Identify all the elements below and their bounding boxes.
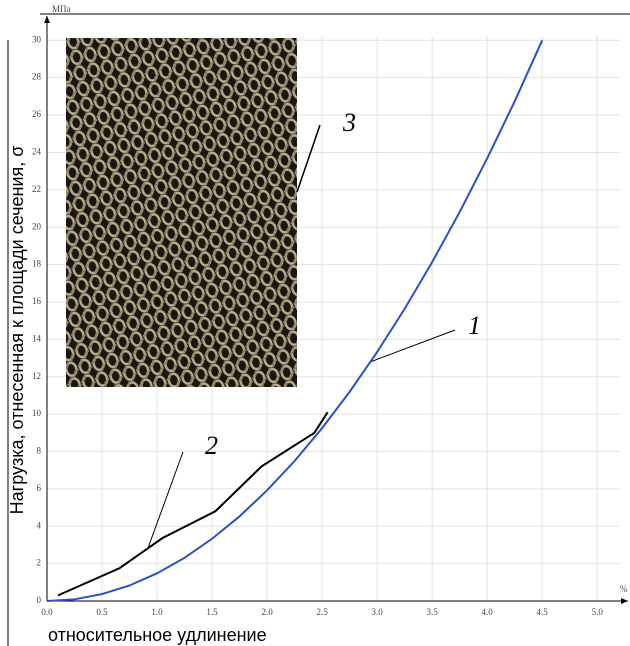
x-tick-label: 2.0 (261, 607, 273, 617)
annotation: 3 (342, 108, 356, 137)
y-tick-label: 28 (32, 72, 42, 82)
series-line (57, 411, 329, 597)
leader-line (369, 329, 456, 363)
x-tick-label: 2.5 (316, 607, 328, 617)
axis-arrow (621, 598, 628, 604)
y-axis-label: Нагрузка, отнесенная к площади сечения, … (7, 146, 27, 515)
y-tick-label: 2 (37, 558, 42, 568)
x-tick-label: 1.5 (206, 607, 218, 617)
leader-line (147, 451, 184, 549)
x-axis-label: относительное удлинение (48, 625, 267, 645)
y-tick-label: 30 (32, 34, 42, 44)
y-tick-label: 14 (32, 333, 42, 343)
x-tick-label: 5.0 (592, 607, 604, 617)
x-tick-label: 1.0 (151, 607, 163, 617)
annotation: 2 (205, 431, 218, 460)
series-line (46, 39, 544, 602)
y-tick-label: 6 (37, 483, 42, 493)
inset-photo (66, 38, 297, 387)
x-tick-label: 3.0 (371, 607, 383, 617)
x-tick-label: 0.5 (96, 607, 108, 617)
y-tick-label: 20 (32, 221, 42, 231)
y-tick-label: 4 (37, 520, 42, 530)
x-tick-label: 0.0 (41, 607, 53, 617)
y-tick-label: 16 (32, 296, 42, 306)
x-tick-label: 4.5 (537, 607, 549, 617)
annotation: 1 (468, 311, 481, 340)
leader-line (296, 124, 321, 193)
y-tick-label: 18 (32, 259, 42, 269)
x-unit: % (620, 584, 628, 594)
y-unit: МПа (52, 4, 71, 14)
y-tick-label: 0 (37, 595, 42, 605)
axis-arrow (44, 16, 50, 23)
y-tick-label: 10 (32, 408, 42, 418)
x-tick-label: 3.5 (427, 607, 439, 617)
y-tick-label: 26 (32, 109, 42, 119)
y-tick-label: 12 (32, 371, 41, 381)
x-tick-label: 4.0 (482, 607, 494, 617)
y-tick-label: 24 (32, 147, 42, 157)
y-tick-label: 8 (37, 446, 42, 456)
y-tick-label: 22 (32, 184, 41, 194)
